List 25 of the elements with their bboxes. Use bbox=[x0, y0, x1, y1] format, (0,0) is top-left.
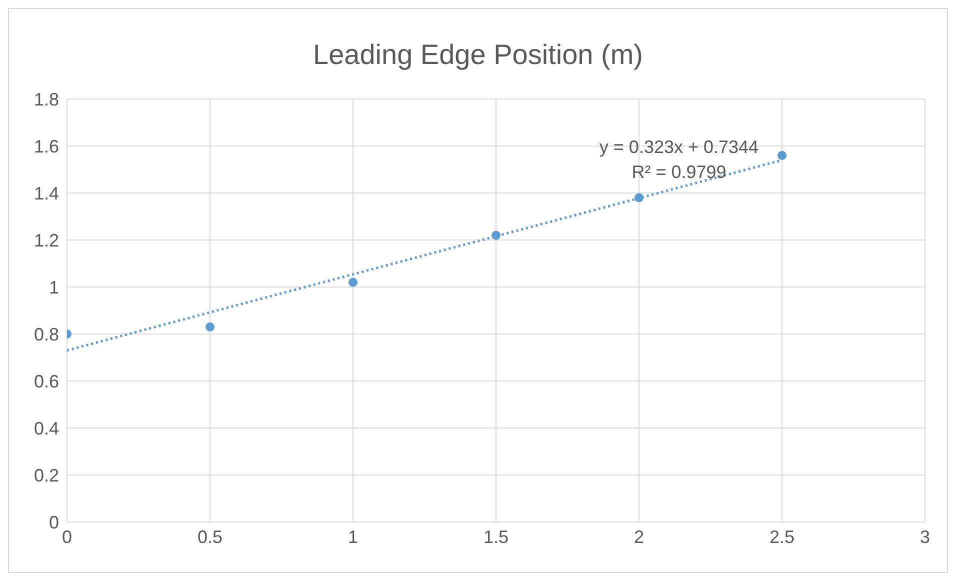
x-tick-label: 0.5 bbox=[197, 526, 223, 547]
point bbox=[777, 150, 787, 160]
y-tick-label: 1.6 bbox=[34, 136, 59, 156]
y-tick-label: 1.2 bbox=[34, 230, 59, 250]
x-tick-label: 1.5 bbox=[483, 526, 509, 547]
y-tick-label: 1.4 bbox=[34, 183, 59, 204]
y-tick-label: 1 bbox=[48, 277, 59, 298]
chart-title: Leading Edge Position (m) bbox=[312, 39, 644, 71]
y-tick-label: 1.8 bbox=[34, 89, 59, 110]
x-tick-label: 2.5 bbox=[769, 526, 795, 547]
x-tick-label: 0 bbox=[62, 526, 72, 547]
y-tick-label: 0.2 bbox=[34, 465, 59, 486]
point bbox=[348, 278, 358, 287]
y-tick-label: 0.8 bbox=[34, 324, 59, 344]
x-tick-label: 2 bbox=[634, 526, 644, 547]
annotation: R² = 0.9799 bbox=[630, 162, 728, 183]
y-tick-label: 0 bbox=[48, 512, 59, 532]
y-tick-label: 0.6 bbox=[34, 371, 59, 392]
point bbox=[634, 193, 644, 202]
y-tick-label: 0.4 bbox=[34, 418, 59, 438]
x-tick-label: 1 bbox=[348, 526, 358, 547]
annotation: y = 0.323x + 0.7344 bbox=[598, 137, 760, 158]
point bbox=[205, 322, 215, 332]
point bbox=[491, 230, 501, 240]
x-tick-label: 3 bbox=[920, 526, 930, 547]
